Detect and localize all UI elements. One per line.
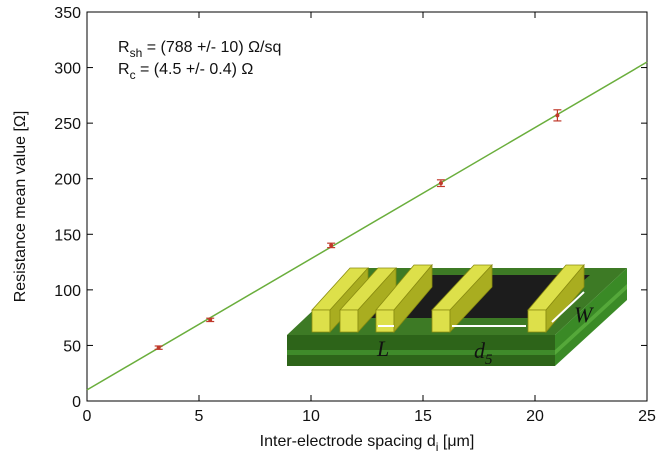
label-rest: = (788 +/- 10) Ω/sq [142,39,281,56]
label-sub: i [436,440,439,454]
label-rest: [μm] [438,433,474,450]
y-tick-label: 250 [54,116,81,133]
label-main: R [118,61,130,78]
x-tick-label: 10 [302,408,320,425]
y-tick-label: 200 [54,172,81,189]
inset-label-sub: 5 [485,352,493,368]
inset-label: d [474,338,486,363]
label: Rsh = (788 +/- 10) Ω/sq [118,39,281,60]
point [555,113,560,118]
point [438,181,443,186]
label-sub: c [130,68,136,82]
inset-device [287,263,627,366]
x-tick-label: 25 [638,408,656,425]
point [329,243,334,248]
inset-label: d5 [474,338,493,368]
y-axis-label: Resistance mean value [Ω] [12,111,29,303]
y-tick-label: 300 [54,61,81,78]
label: Rc = (4.5 +/- 0.4) Ω [118,61,253,82]
fit-line [86,61,648,391]
label-sub: sh [130,46,143,60]
point [208,317,213,322]
plot-frame [86,11,648,402]
y-tick-label: 100 [54,283,81,300]
y-tick-label: 0 [72,394,81,411]
y-tick-label: 50 [63,338,81,355]
x-tick-label: 15 [414,408,432,425]
y-tick-label: 350 [54,5,81,22]
x-tick-label: 0 [83,408,92,425]
inset-label: W [574,302,594,327]
inset-label: L [376,336,389,361]
x-axis-label: Inter-electrode spacing di [μm] [260,433,475,454]
x-tick-label: 5 [195,408,204,425]
label-rest: = (4.5 +/- 0.4) Ω [136,61,254,78]
point [156,345,161,350]
label-main: R [118,39,130,56]
y-tick-label: 150 [54,227,81,244]
x-tick-label: 20 [526,408,544,425]
label-main: Inter-electrode spacing d [260,433,436,450]
